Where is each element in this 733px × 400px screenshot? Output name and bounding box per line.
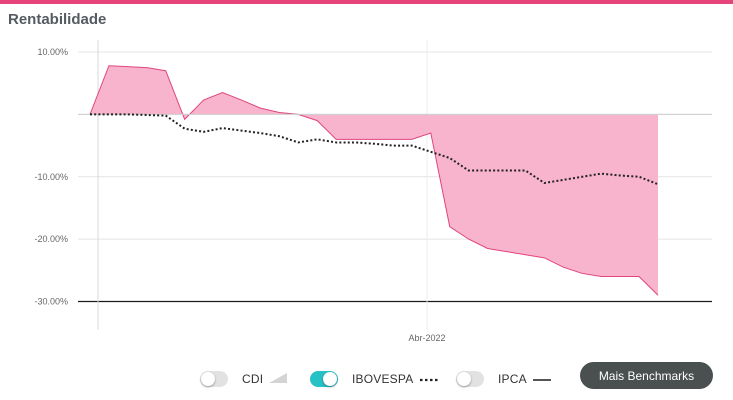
toggle-knob (457, 372, 471, 386)
x-tick-label: Abr-2022 (408, 333, 445, 343)
area-series-line (89, 65, 659, 296)
toggle-knob (201, 372, 215, 386)
legend: CDI IBOVESPA IPCA (0, 362, 733, 396)
ibovespa-series-line (90, 113, 659, 186)
solid-line-icon (532, 370, 551, 388)
ipca-toggle[interactable] (456, 371, 484, 387)
toggle-knob (323, 372, 337, 386)
page-title: Rentabilidade (8, 11, 107, 28)
y-tick-label: -20.00% (34, 234, 68, 244)
legend-label-ibovespa: IBOVESPA (352, 372, 414, 386)
y-tick-label: -30.00% (34, 297, 68, 307)
dotted-line-icon (419, 370, 440, 388)
legend-item-ibovespa[interactable]: IBOVESPA (310, 370, 440, 388)
y-tick-label: -10.00% (34, 172, 68, 182)
legend-item-cdi[interactable]: CDI (200, 370, 288, 388)
top-accent-bar (0, 0, 733, 4)
y-tick-label: 10.00% (37, 47, 68, 57)
area-series-fill (90, 65, 658, 296)
axis-labels: 10.00% -10.00% -20.00% -30.00% Abr-2022 (34, 47, 445, 343)
more-benchmarks-button[interactable]: Mais Benchmarks (580, 362, 713, 389)
legend-item-ipca[interactable]: IPCA (456, 370, 551, 388)
ibovespa-toggle[interactable] (310, 371, 338, 387)
performance-chart: 10.00% -10.00% -20.00% -30.00% Abr-2022 (34, 40, 712, 343)
area-triangle-icon (269, 370, 288, 388)
legend-label-cdi: CDI (242, 372, 264, 386)
cdi-toggle[interactable] (200, 371, 228, 387)
legend-label-ipca: IPCA (498, 372, 527, 386)
plot-area (78, 65, 712, 296)
